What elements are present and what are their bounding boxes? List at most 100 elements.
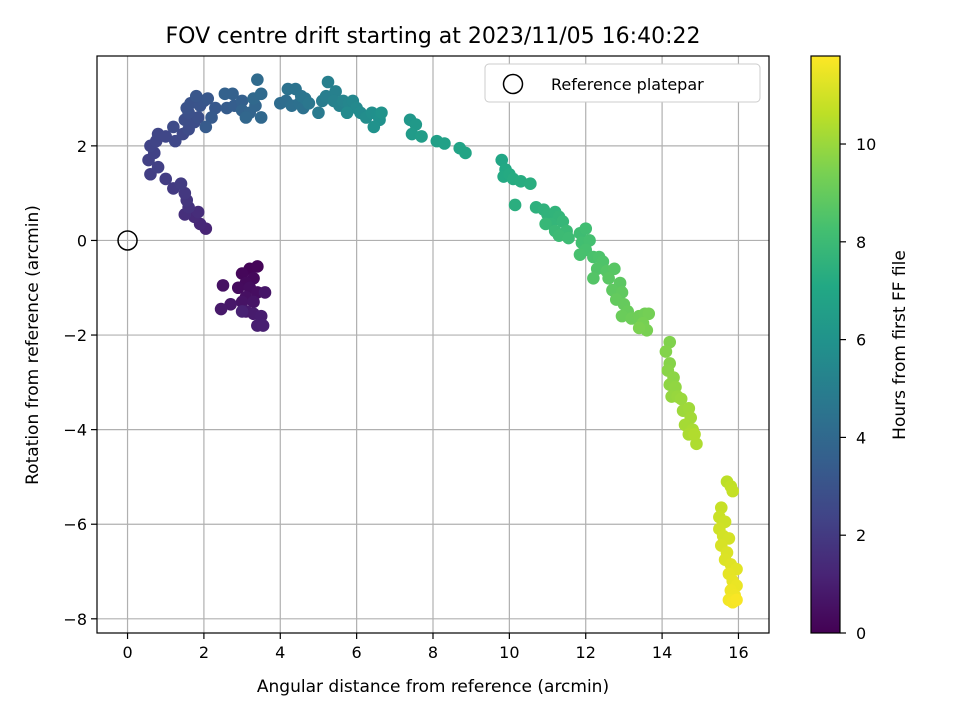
data-point bbox=[256, 319, 270, 332]
data-point bbox=[174, 177, 188, 190]
data-point bbox=[167, 120, 180, 134]
y-tick-label: −8 bbox=[63, 610, 87, 629]
data-point bbox=[508, 198, 522, 212]
data-point bbox=[235, 267, 249, 280]
data-point bbox=[214, 302, 228, 316]
y-tick-label: 0 bbox=[77, 231, 87, 250]
data-point bbox=[438, 137, 451, 150]
data-point bbox=[730, 593, 743, 607]
data-point bbox=[608, 262, 621, 276]
y-tick-label: 2 bbox=[77, 137, 87, 156]
data-point bbox=[495, 153, 509, 167]
data-point bbox=[340, 106, 354, 120]
data-point bbox=[367, 120, 381, 134]
data-point bbox=[573, 248, 587, 261]
data-point bbox=[524, 177, 537, 190]
data-point bbox=[552, 229, 566, 243]
data-point bbox=[688, 428, 701, 441]
legend-reference-marker bbox=[502, 73, 524, 95]
data-point bbox=[590, 262, 604, 276]
colorbar-tick-label: 10 bbox=[856, 135, 876, 154]
data-point bbox=[159, 130, 173, 143]
data-point bbox=[690, 437, 703, 451]
x-tick-label: 8 bbox=[428, 643, 438, 662]
data-point bbox=[231, 281, 245, 295]
data-point bbox=[556, 215, 570, 228]
data-point bbox=[224, 297, 237, 311]
data-point bbox=[659, 345, 673, 358]
data-point bbox=[409, 118, 423, 131]
x-tick-label: 12 bbox=[576, 643, 596, 662]
x-tick-label: 10 bbox=[499, 643, 519, 662]
y-tick-label: −4 bbox=[63, 421, 87, 440]
data-point bbox=[199, 120, 213, 134]
colorbar-ticks: 0 2 4 6 8 10 bbox=[840, 135, 876, 643]
x-tick-label: 16 bbox=[728, 643, 748, 662]
chart-title: FOV centre drift starting at 2023/11/05 … bbox=[166, 24, 701, 49]
data-point bbox=[405, 127, 419, 141]
x-tick-label: 14 bbox=[652, 643, 672, 662]
data-point bbox=[714, 501, 728, 514]
data-point bbox=[251, 73, 264, 86]
x-axis-ticks: 0 2 4 6 8 10 12 14 16 bbox=[122, 633, 749, 662]
data-point bbox=[669, 380, 682, 394]
data-points bbox=[142, 73, 743, 609]
data-point bbox=[312, 106, 325, 120]
colorbar bbox=[810, 55, 841, 634]
colorbar-tick-label: 6 bbox=[856, 331, 866, 350]
data-point bbox=[726, 484, 740, 498]
data-point bbox=[254, 111, 268, 124]
y-axis-ticks: −8 −6 −4 −2 0 2 bbox=[63, 137, 97, 629]
data-point bbox=[205, 111, 218, 124]
data-point bbox=[235, 305, 249, 318]
data-point bbox=[191, 205, 205, 219]
data-point bbox=[235, 94, 249, 108]
data-point bbox=[579, 222, 593, 235]
colorbar-tick-label: 2 bbox=[856, 526, 866, 545]
data-point bbox=[254, 309, 268, 323]
y-tick-label: −6 bbox=[63, 515, 87, 534]
data-point bbox=[615, 309, 629, 323]
colorbar-label: Hours from first FF file bbox=[890, 250, 910, 440]
reference-marker-group bbox=[117, 230, 138, 251]
reference-platepar-marker bbox=[117, 230, 138, 251]
colorbar-tick-label: 4 bbox=[856, 428, 866, 447]
data-point bbox=[191, 111, 205, 124]
colorbar-tick-label: 8 bbox=[856, 233, 866, 252]
data-point bbox=[562, 231, 575, 245]
data-point bbox=[216, 279, 230, 292]
x-tick-label: 6 bbox=[352, 643, 362, 662]
y-axis-label: Rotation from reference (arcmin) bbox=[23, 205, 43, 485]
data-point bbox=[415, 130, 428, 143]
data-point bbox=[239, 111, 253, 124]
x-tick-label: 0 bbox=[122, 643, 132, 662]
x-tick-label: 4 bbox=[275, 643, 285, 662]
colorbar-tick-label: 0 bbox=[856, 624, 866, 643]
data-point bbox=[178, 186, 192, 200]
data-point bbox=[682, 402, 696, 415]
data-point bbox=[514, 175, 528, 188]
legend: Reference platepar bbox=[484, 63, 761, 103]
data-point bbox=[583, 234, 596, 247]
y-tick-label: −2 bbox=[63, 326, 87, 345]
data-point bbox=[663, 335, 677, 349]
data-point bbox=[539, 217, 552, 231]
data-point bbox=[602, 271, 615, 285]
data-point bbox=[247, 295, 260, 309]
data-point bbox=[254, 87, 268, 101]
data-point bbox=[235, 295, 249, 309]
data-point bbox=[218, 87, 232, 101]
data-point bbox=[302, 96, 316, 110]
data-point bbox=[642, 307, 656, 321]
data-point bbox=[258, 286, 272, 299]
data-point bbox=[375, 106, 388, 120]
data-point bbox=[321, 75, 335, 89]
x-axis-label: Angular distance from reference (arcmin) bbox=[257, 677, 609, 697]
legend-label: Reference platepar bbox=[551, 75, 704, 94]
data-point bbox=[159, 172, 173, 186]
data-point bbox=[189, 89, 203, 103]
data-point bbox=[606, 283, 619, 297]
data-point bbox=[329, 85, 342, 98]
data-point bbox=[632, 321, 646, 335]
